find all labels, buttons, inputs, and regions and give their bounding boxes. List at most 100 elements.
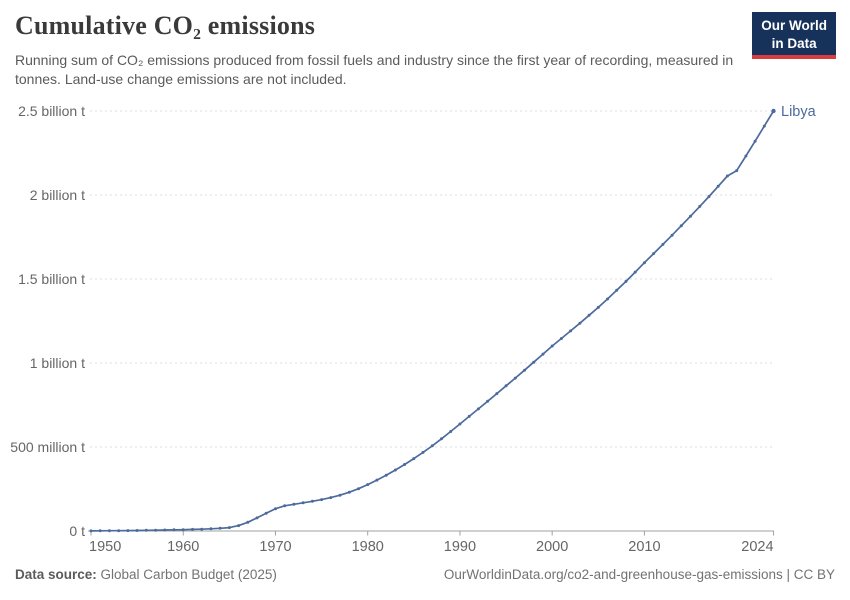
libya-series-point[interactable]	[449, 430, 453, 433]
libya-series-point[interactable]	[393, 468, 397, 472]
page-title: Cumulative CO₂ emissions	[15, 11, 316, 40]
libya-series-point[interactable]	[172, 528, 176, 532]
x-axis-tick-label: 2000	[536, 539, 569, 555]
libya-series-point[interactable]	[163, 528, 167, 532]
libya-series-point[interactable]	[218, 526, 222, 530]
libya-series-point[interactable]	[679, 224, 683, 228]
libya-series-end-point[interactable]	[771, 108, 776, 114]
series-label-libya[interactable]: Libya	[781, 104, 816, 120]
libya-series-point[interactable]	[255, 516, 259, 520]
libya-series-point[interactable]	[320, 498, 324, 502]
data-source-note: Data source: Global Carbon Budget (2025)	[15, 567, 277, 582]
libya-series-point[interactable]	[283, 504, 287, 508]
libya-series-point[interactable]	[624, 279, 628, 283]
libya-series-point[interactable]	[89, 529, 93, 533]
libya-series-point[interactable]	[357, 487, 360, 491]
libya-series-point[interactable]	[550, 344, 554, 348]
libya-series-point[interactable]	[292, 502, 296, 506]
libya-series-point[interactable]	[310, 499, 314, 503]
libya-series-point[interactable]	[237, 524, 241, 528]
libya-series-point[interactable]	[698, 204, 702, 208]
libya-series-point[interactable]	[375, 478, 379, 482]
libya-series-point[interactable]	[412, 457, 416, 461]
libya-series-point[interactable]	[467, 414, 471, 418]
libya-series-point[interactable]	[191, 527, 194, 531]
y-axis-tick-label: 0 t	[69, 523, 85, 539]
libya-series-point[interactable]	[689, 214, 692, 218]
data-source-label: Data source:	[15, 567, 97, 582]
owid-logo-line2: in Data	[771, 35, 817, 51]
libya-series-point[interactable]	[606, 297, 609, 301]
y-axis-tick-label: 2 billion t	[29, 187, 85, 203]
libya-series-point[interactable]	[181, 528, 185, 532]
libya-series-point[interactable]	[227, 526, 231, 530]
x-axis-tick-label: 2024	[741, 539, 774, 555]
libya-series-point[interactable]	[347, 490, 351, 494]
libya-series-point[interactable]	[384, 473, 388, 477]
libya-series-point[interactable]	[154, 528, 158, 532]
libya-series-line[interactable]	[90, 110, 775, 532]
libya-series-point[interactable]	[504, 384, 508, 388]
libya-series-point[interactable]	[633, 270, 637, 274]
libya-series-point[interactable]	[652, 252, 656, 256]
libya-series-point[interactable]	[486, 399, 490, 403]
libya-series-point[interactable]	[532, 360, 536, 364]
libya-series-point[interactable]	[366, 483, 370, 487]
libya-series-point[interactable]	[744, 154, 748, 158]
x-axis-tick-label: 1990	[443, 539, 477, 555]
owid-logo[interactable]: Our World in Data	[752, 12, 836, 60]
libya-series-point[interactable]	[513, 376, 517, 380]
libya-series-point[interactable]	[301, 501, 305, 505]
data-source-value: Global Carbon Budget (2025)	[96, 567, 277, 582]
libya-series-point[interactable]	[661, 242, 665, 246]
libya-series-point[interactable]	[716, 184, 720, 188]
y-axis-tick-label: 2.5 billion t	[18, 103, 85, 119]
libya-series-point[interactable]	[559, 337, 563, 340]
libya-series-point[interactable]	[430, 444, 434, 448]
chart-subtitle: Running sum of CO₂ emissions produced fr…	[15, 52, 734, 88]
libya-series-point[interactable]	[735, 169, 739, 173]
libya-series-point[interactable]	[107, 529, 111, 533]
libya-series-point[interactable]	[274, 507, 277, 511]
libya-series-point[interactable]	[458, 422, 462, 426]
libya-series-point[interactable]	[421, 450, 425, 454]
libya-series-point[interactable]	[98, 529, 102, 533]
y-axis-tick-label: 1 billion t	[29, 355, 85, 371]
libya-series-point[interactable]	[541, 352, 545, 356]
libya-series-point[interactable]	[753, 139, 757, 143]
libya-series-point[interactable]	[144, 528, 148, 532]
libya-series-point[interactable]	[707, 195, 711, 198]
libya-series-point[interactable]	[264, 511, 268, 515]
libya-series-point[interactable]	[642, 261, 646, 265]
y-axis-tick-label: 500 million t	[10, 439, 85, 455]
libya-series-point[interactable]	[596, 305, 600, 309]
libya-series-point[interactable]	[615, 288, 619, 292]
x-axis-tick-label: 1970	[259, 539, 292, 555]
x-axis-tick-label: 1980	[351, 539, 384, 555]
libya-series-point[interactable]	[762, 124, 766, 128]
libya-series-point[interactable]	[725, 174, 729, 178]
libya-series-point[interactable]	[476, 407, 480, 411]
libya-series-point[interactable]	[209, 527, 213, 531]
libya-series-point[interactable]	[495, 392, 499, 396]
libya-series-point[interactable]	[440, 437, 443, 441]
x-axis-tick-label: 1960	[167, 539, 200, 555]
libya-series-point[interactable]	[329, 496, 333, 500]
libya-series-point[interactable]	[578, 321, 582, 325]
libya-series-point[interactable]	[117, 529, 121, 533]
libya-series-point[interactable]	[135, 529, 139, 532]
owid-url-license[interactable]: OurWorldinData.org/co2-and-greenhouse-ga…	[443, 567, 835, 582]
libya-series-point[interactable]	[200, 527, 204, 531]
libya-series-point[interactable]	[403, 463, 407, 466]
owid-logo-line1: Our World	[761, 18, 827, 33]
libya-series-point[interactable]	[670, 233, 674, 237]
libya-series-point[interactable]	[523, 368, 526, 372]
libya-series-point[interactable]	[126, 529, 130, 533]
libya-series-point[interactable]	[338, 493, 342, 497]
x-axis-tick-label: 2010	[628, 539, 661, 555]
libya-series-point[interactable]	[246, 520, 250, 524]
libya-series-point[interactable]	[587, 313, 591, 317]
libya-series-point[interactable]	[569, 329, 573, 333]
